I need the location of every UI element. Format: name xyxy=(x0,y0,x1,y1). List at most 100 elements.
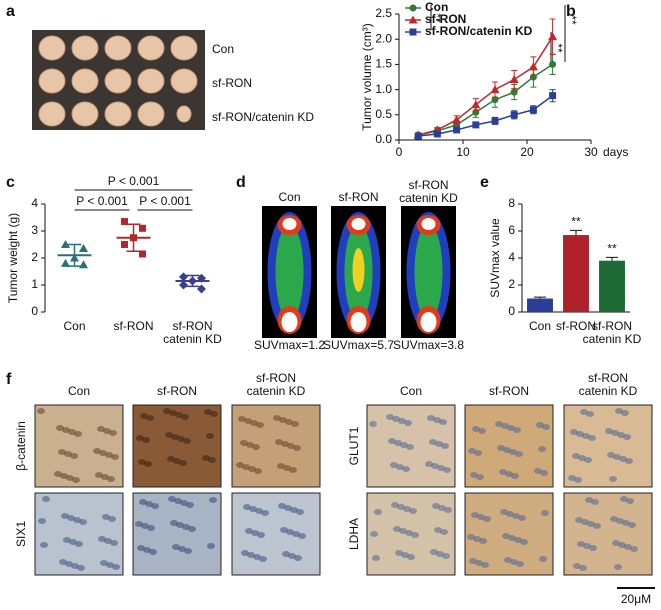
nucleus xyxy=(248,466,256,472)
nucleus xyxy=(476,474,484,480)
nucleus xyxy=(520,539,528,545)
nucleus xyxy=(142,437,150,443)
nucleus xyxy=(144,461,152,467)
nucleus xyxy=(477,514,485,520)
nucleus xyxy=(37,408,45,414)
nucleus xyxy=(398,418,406,424)
nucleus xyxy=(108,516,116,522)
nucleus xyxy=(442,553,450,559)
nucleus xyxy=(370,531,378,537)
marker xyxy=(453,126,461,134)
nucleus xyxy=(294,555,302,561)
ihc-image xyxy=(563,492,653,576)
nucleus xyxy=(614,564,622,570)
nucleus xyxy=(591,499,599,505)
marker xyxy=(179,280,188,290)
row-label: sf-RON xyxy=(212,76,252,90)
nucleus xyxy=(296,509,304,515)
nucleus xyxy=(400,442,408,448)
nucleus xyxy=(68,429,76,435)
error-bar xyxy=(570,229,582,236)
nucleus xyxy=(141,523,149,529)
marker xyxy=(409,4,417,12)
pet-hot xyxy=(352,248,365,292)
nucleus xyxy=(280,527,288,533)
panel-letter: c xyxy=(6,174,15,191)
tumor xyxy=(137,35,165,61)
marker xyxy=(188,276,197,286)
nucleus xyxy=(105,452,113,458)
nucleus xyxy=(135,521,143,527)
nucleus xyxy=(244,418,252,424)
nucleus xyxy=(499,469,507,475)
nucleus xyxy=(399,528,407,534)
nucleus xyxy=(206,433,214,439)
marker xyxy=(528,62,538,71)
x-tick-label: sf-RON catenin KD xyxy=(583,319,642,346)
nucleus xyxy=(59,559,67,565)
nucleus xyxy=(575,517,583,523)
ihc-image xyxy=(563,404,653,488)
nucleus xyxy=(626,498,634,504)
nucleus xyxy=(67,515,75,521)
nucleus xyxy=(236,462,244,468)
marker xyxy=(409,28,417,36)
nucleus xyxy=(275,439,283,445)
nucleus xyxy=(435,441,443,447)
y-axis-label: Tumor weight (g) xyxy=(6,213,20,303)
nucleus xyxy=(256,422,264,428)
nucleus xyxy=(38,518,46,524)
nucleus xyxy=(181,414,189,420)
ihc-image xyxy=(34,404,124,488)
nucleus xyxy=(97,426,105,432)
caption: SUVmax=3.8 xyxy=(393,338,464,352)
row-label: β-catenin xyxy=(14,421,28,471)
nucleus xyxy=(147,525,155,531)
row-label: GLUT1 xyxy=(347,426,361,465)
p-value: P < 0.001 xyxy=(139,194,191,208)
nucleus xyxy=(585,497,593,503)
column-label: Con xyxy=(278,190,300,204)
legend-label: sf-RON xyxy=(425,12,466,26)
pet-body xyxy=(414,224,443,320)
nucleus xyxy=(246,442,254,448)
nucleus xyxy=(281,441,289,447)
nucleus xyxy=(79,519,87,525)
x-tick-label: Con xyxy=(529,319,551,333)
column-label: sf-RON catenin KD xyxy=(399,178,458,205)
nucleus xyxy=(107,476,115,482)
tumor xyxy=(176,105,192,123)
nucleus xyxy=(138,459,146,465)
nucleus xyxy=(404,420,412,426)
y-tick-label: 4 xyxy=(31,196,38,210)
nucleus xyxy=(61,513,69,519)
nucleus xyxy=(292,531,300,537)
nucleus xyxy=(77,565,85,571)
nucleus xyxy=(241,550,249,556)
nucleus xyxy=(536,422,544,428)
tumor xyxy=(137,68,165,94)
tumor xyxy=(38,101,66,127)
x-tick-label: 30 xyxy=(584,145,598,159)
pet-hot xyxy=(350,312,367,332)
nucleus xyxy=(250,420,258,426)
y-tick-label: 4 xyxy=(508,250,515,264)
nucleus xyxy=(279,417,287,423)
column-label: Con xyxy=(400,384,422,398)
nucleus xyxy=(572,453,580,459)
nucleus xyxy=(178,546,186,552)
nucleus xyxy=(390,462,398,468)
nucleus xyxy=(618,542,626,548)
nucleus xyxy=(238,416,246,422)
nucleus xyxy=(176,522,184,528)
nucleus xyxy=(444,507,452,513)
nucleus xyxy=(403,506,411,512)
nucleus xyxy=(386,414,394,420)
nucleus xyxy=(607,452,615,458)
error-bar xyxy=(606,256,618,261)
nucleus xyxy=(70,453,78,459)
nucleus xyxy=(540,470,548,476)
nucleus xyxy=(468,448,476,454)
nucleus xyxy=(541,510,549,516)
nucleus xyxy=(167,456,175,462)
